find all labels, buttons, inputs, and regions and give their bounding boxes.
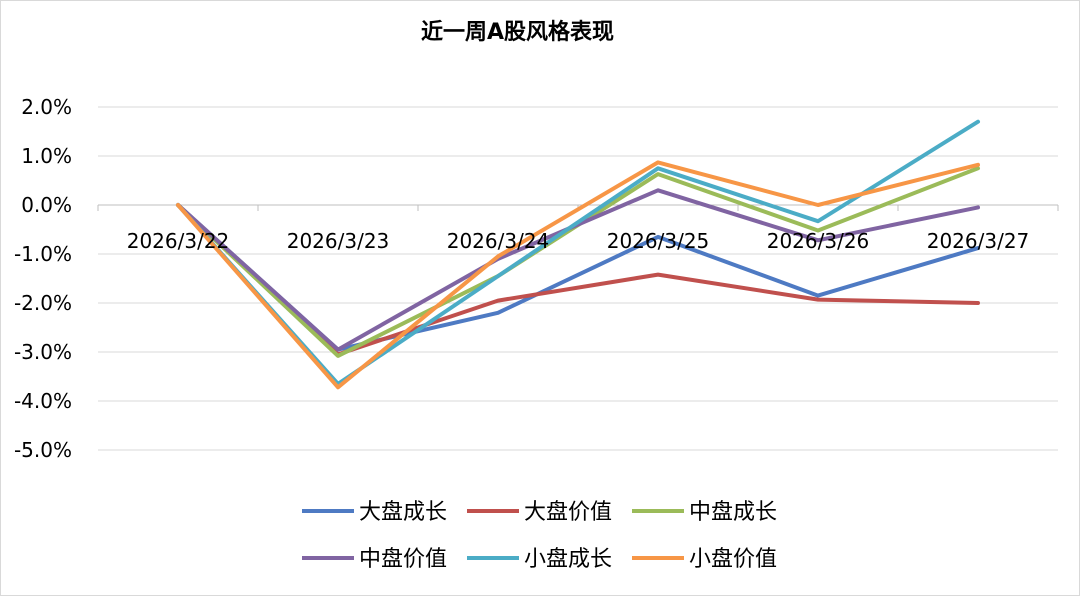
- x-tick-label: 2026/3/23: [287, 229, 390, 253]
- y-axis-ticks: 2.0% 1.0% 0.0% -1.0% -2.0% -3.0% -4.0% -5.0%: [14, 95, 72, 462]
- y-tick-label: 2.0%: [21, 95, 72, 119]
- y-tick-label: -1.0%: [14, 242, 72, 266]
- y-tick-label: 0.0%: [21, 193, 72, 217]
- y-tick-label: -2.0%: [14, 291, 72, 315]
- x-tick-label: 2026/3/24: [447, 229, 550, 253]
- legend-label: 小盘成长: [524, 547, 612, 572]
- x-axis-ticks: 2026/3/22 2026/3/23 2026/3/24 2026/3/25 2026…: [127, 229, 1030, 253]
- x-tick-label: 2026/3/26: [767, 229, 870, 253]
- legend-label: 中盘价值: [359, 547, 447, 572]
- y-tick-label: -4.0%: [14, 389, 72, 413]
- series-line: [176, 160, 980, 390]
- legend-label: 大盘价值: [524, 500, 612, 525]
- series-lines: [176, 119, 980, 390]
- chart-title: 近一周A股风格表现: [420, 20, 615, 45]
- x-tick-label: 2026/3/22: [127, 229, 230, 253]
- legend-label: 大盘成长: [359, 500, 447, 525]
- x-tick-label: 2026/3/27: [927, 229, 1030, 253]
- y-tick-label: -5.0%: [14, 438, 72, 462]
- x-tick-label: 2026/3/25: [607, 229, 710, 253]
- y-tick-label: 1.0%: [21, 144, 72, 168]
- legend-label: 中盘成长: [689, 500, 777, 525]
- y-tick-label: -3.0%: [14, 340, 72, 364]
- legend-label: 小盘价值: [689, 547, 777, 572]
